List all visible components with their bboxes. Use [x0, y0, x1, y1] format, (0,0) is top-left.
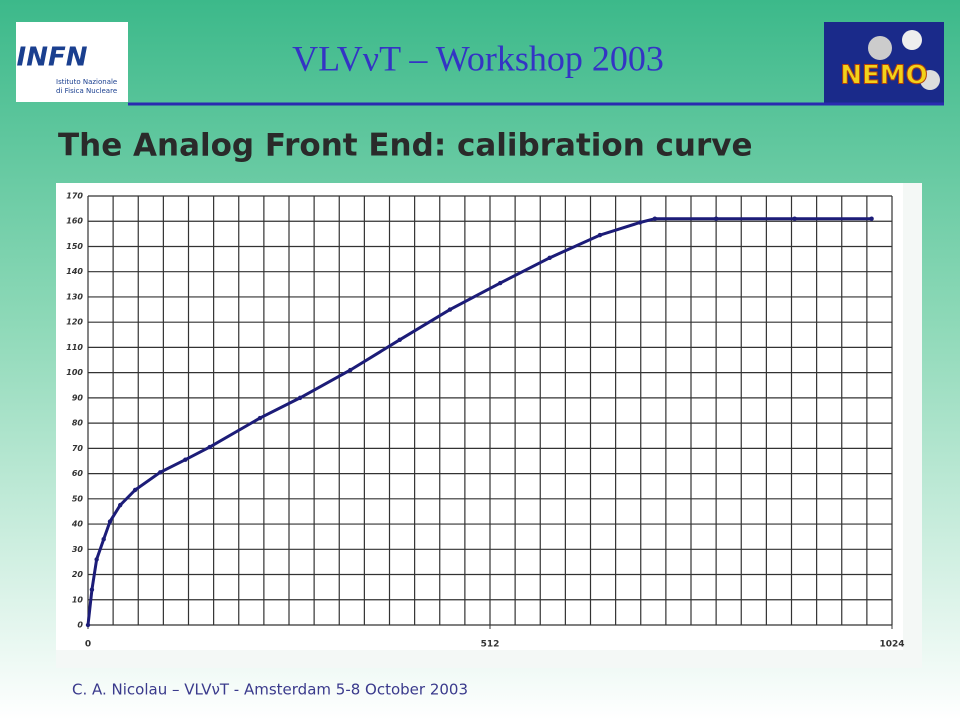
data-point — [85, 622, 91, 628]
y-tick-label: 20 — [72, 570, 84, 579]
logo-text: Istituto Nazionale — [56, 78, 117, 86]
slide-title: The Analog Front End: calibration curve — [58, 128, 753, 164]
data-point — [447, 307, 453, 312]
y-tick-label: 40 — [71, 520, 84, 529]
y-tick-label: 160 — [66, 217, 83, 226]
logo-decor — [902, 30, 922, 50]
y-tick-label: 170 — [66, 192, 83, 201]
x-tick-label: 0 — [85, 640, 91, 650]
data-point — [132, 487, 138, 493]
data-point — [597, 232, 603, 238]
logo-text: di Fisica Nucleare — [56, 87, 117, 95]
y-tick-label: 30 — [72, 545, 84, 554]
data-point — [547, 255, 552, 261]
y-tick-label: 100 — [66, 368, 83, 377]
y-tick-label: 80 — [72, 419, 84, 428]
data-point — [637, 220, 643, 225]
data-point — [94, 557, 99, 562]
data-point — [117, 502, 123, 508]
y-tick-label: 140 — [66, 267, 83, 276]
y-tick-label: 10 — [72, 595, 84, 604]
chart: 0 10 20 30 40 50 60 70 80 90 100 110 120 130 140 150 160… — [66, 192, 904, 650]
logo-text: NEMO — [840, 61, 928, 91]
data-point — [348, 367, 353, 373]
y-tick-label: 150 — [66, 242, 83, 251]
data-point — [297, 395, 303, 401]
data-point — [183, 457, 188, 462]
data-point — [713, 216, 719, 221]
data-point — [89, 587, 95, 592]
data-point — [107, 519, 113, 524]
header-title: VLVνT – Workshop 2003 — [292, 38, 664, 78]
data-point — [792, 216, 797, 221]
data-point — [498, 280, 503, 286]
y-tick-label: 50 — [72, 494, 84, 503]
chart-panel — [56, 183, 903, 650]
data-point — [257, 415, 263, 421]
y-tick-label: 120 — [66, 318, 83, 327]
y-tick-label: 90 — [72, 393, 84, 402]
y-tick-label: 0 — [77, 621, 83, 630]
data-point — [869, 216, 874, 221]
data-point — [101, 537, 106, 542]
y-tick-label: 60 — [72, 469, 84, 478]
logo-text: INFN — [17, 43, 88, 73]
nemo-logo — [824, 22, 944, 104]
x-tick-label: 512 — [481, 640, 500, 650]
logo-decor — [868, 36, 892, 60]
y-tick-label: 110 — [66, 343, 83, 352]
y-tick-label: 130 — [66, 292, 83, 301]
x-tick-label: 1024 — [879, 640, 904, 650]
footer: C. A. Nicolau – VLVνT - Amsterdam 5-8 Oc… — [72, 681, 468, 699]
data-point — [397, 337, 402, 343]
data-point — [158, 470, 163, 475]
infn-logo — [16, 22, 128, 102]
data-point — [652, 216, 658, 221]
logo-decor — [920, 70, 940, 90]
y-tick-label: 70 — [72, 444, 84, 453]
data-point — [207, 444, 212, 450]
